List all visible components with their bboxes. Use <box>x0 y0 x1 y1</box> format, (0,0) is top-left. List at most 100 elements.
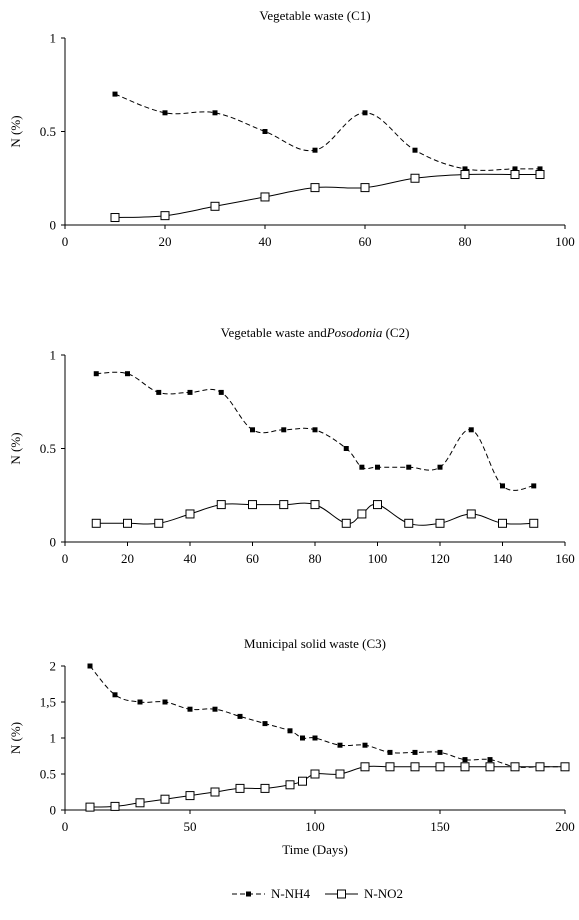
data-point <box>537 166 543 172</box>
data-point <box>85 802 95 812</box>
data-point <box>387 749 393 755</box>
data-point <box>235 783 245 793</box>
data-point <box>312 735 318 741</box>
y-tick-label: 0 <box>50 803 57 818</box>
x-tick-label: 50 <box>184 819 197 834</box>
x-tick-label: 20 <box>121 551 134 566</box>
x-tick-label: 100 <box>305 819 325 834</box>
data-point <box>485 762 495 772</box>
data-point <box>535 762 545 772</box>
data-point <box>162 110 168 116</box>
data-point <box>160 794 170 804</box>
data-point <box>156 389 162 395</box>
data-point <box>160 211 170 221</box>
data-point <box>487 757 493 763</box>
data-point <box>123 518 132 528</box>
data-point <box>335 769 345 779</box>
data-point <box>510 762 520 772</box>
data-point <box>279 500 289 510</box>
x-tick-label: 120 <box>430 551 450 566</box>
x-tick-label: 140 <box>493 551 513 566</box>
data-point <box>435 518 445 528</box>
y-axis-label: N (%) <box>8 432 23 464</box>
data-point <box>406 464 412 470</box>
data-point <box>460 762 470 772</box>
x-tick-label: 20 <box>159 234 172 249</box>
series-n-no2 <box>91 500 539 528</box>
data-point <box>312 147 318 153</box>
data-point <box>529 518 539 528</box>
chart-title-text: Vegetable waste and <box>221 325 328 340</box>
chart-title-text: Vegetable waste (C1) <box>259 8 370 23</box>
x-tick-label: 100 <box>555 234 575 249</box>
data-point <box>435 762 445 772</box>
data-point <box>87 663 93 669</box>
data-point <box>154 518 164 528</box>
data-point <box>250 427 255 433</box>
data-point <box>410 762 420 772</box>
chart-1: Vegetable waste (C1) 0 0.5 1 0 20 40 60 80 100 N (… <box>8 8 575 249</box>
series-line <box>96 502 534 526</box>
data-point <box>343 446 349 451</box>
data-point <box>360 183 370 193</box>
data-point <box>93 371 99 377</box>
chart-title: Vegetable waste (C1) <box>259 8 370 23</box>
data-point <box>248 500 257 510</box>
data-point <box>185 791 195 801</box>
chart-title-text: Municipal solid waste (C3) <box>244 636 386 651</box>
legend-entry: N-NO2 <box>325 886 403 901</box>
data-point <box>500 483 505 489</box>
series-line <box>114 93 540 171</box>
data-point <box>560 762 570 772</box>
y-tick-label: 0.5 <box>40 767 56 782</box>
data-point <box>337 742 343 748</box>
data-point <box>262 721 268 727</box>
data-point <box>287 728 293 734</box>
data-point <box>460 170 470 180</box>
data-point <box>359 464 365 470</box>
data-point <box>362 110 368 116</box>
y-tick-label: 1 <box>50 731 57 746</box>
data-point <box>468 427 474 433</box>
y-tick-label: 0.5 <box>40 124 56 139</box>
data-point <box>510 170 520 180</box>
series-n-no2 <box>85 762 570 812</box>
y-tick-label: 1 <box>50 31 57 46</box>
data-point <box>385 762 395 772</box>
data-point <box>187 389 193 395</box>
data-point <box>125 371 130 377</box>
data-point <box>260 192 270 202</box>
data-point <box>210 201 220 211</box>
data-point <box>535 170 545 180</box>
x-tick-label: 200 <box>555 819 575 834</box>
data-point <box>404 518 414 528</box>
series-n-nh4 <box>87 663 568 770</box>
data-point <box>310 183 320 193</box>
x-tick-label: 60 <box>359 234 372 249</box>
data-point <box>362 742 368 748</box>
y-tick-label: 1 <box>50 348 57 363</box>
data-point <box>137 699 143 705</box>
data-point <box>531 483 537 489</box>
data-point <box>110 213 120 223</box>
x-tick-label: 0 <box>62 234 69 249</box>
data-point <box>437 464 443 470</box>
data-point <box>218 389 224 395</box>
data-point <box>462 757 468 763</box>
x-tick-label: 0 <box>62 819 69 834</box>
data-point <box>281 427 287 433</box>
data-point <box>437 749 443 755</box>
data-point <box>412 749 418 755</box>
data-point <box>112 91 118 97</box>
legend-marker <box>337 889 346 899</box>
data-point <box>512 166 518 172</box>
x-tick-label: 40 <box>184 551 197 566</box>
chart-title: Municipal solid waste (C3) <box>244 636 386 651</box>
data-point <box>91 518 101 528</box>
x-tick-label: 80 <box>309 551 322 566</box>
data-point <box>135 798 145 808</box>
legend-label: N-NH4 <box>271 886 310 901</box>
series-line <box>89 665 565 768</box>
x-tick-label: 40 <box>259 234 272 249</box>
